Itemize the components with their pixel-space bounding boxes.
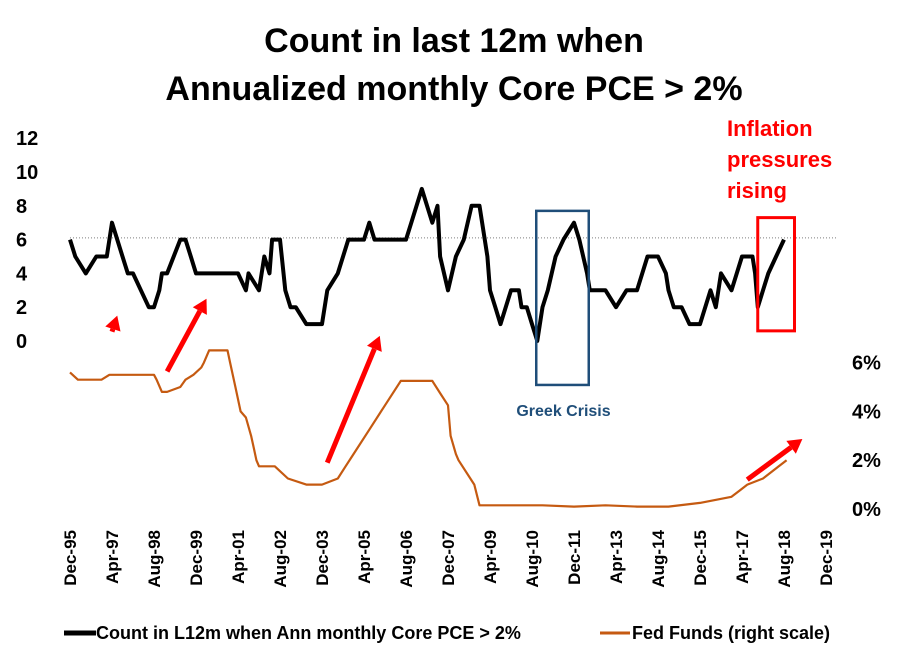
annotation-layer: Greek Crisis Inflation pressures rising	[105, 116, 832, 482]
inflation-box	[756, 216, 796, 333]
x-axis-tick: Apr-17	[733, 530, 752, 584]
x-axis-tick: Dec-15	[691, 530, 710, 586]
chart-title-line-1: Count in last 12m when	[264, 22, 644, 60]
left-axis-tick: 0	[16, 331, 27, 353]
x-axis-tick: Aug-14	[649, 529, 668, 587]
x-axis-tick: Aug-06	[397, 530, 416, 588]
red-arrow-head	[105, 315, 121, 332]
x-axis-tick: Aug-10	[523, 530, 542, 588]
x-axis-tick: Apr-13	[607, 530, 626, 584]
red-arrow-shaft	[745, 445, 793, 482]
left-axis-tick: 8	[16, 196, 27, 218]
right-axis-tick: 2%	[852, 450, 881, 472]
x-axis-tick: Dec-95	[61, 530, 80, 586]
red-arrow-head	[192, 298, 207, 315]
left-axis-tick: 2	[16, 297, 27, 319]
x-axis: Dec-95 Apr-97 Aug-98 Dec-99 Apr-01 Aug-02 Dec-…	[61, 529, 836, 587]
x-axis-tick: Dec-11	[565, 530, 584, 585]
inflation-label-line: pressures	[727, 147, 832, 172]
chart-title: Count in last 12m when Annualized monthl…	[165, 22, 742, 108]
inflation-label-line: rising	[727, 178, 787, 203]
x-axis-tick: Dec-07	[439, 530, 458, 586]
x-axis-tick: Aug-02	[271, 530, 290, 588]
red-arrow-head	[786, 439, 803, 454]
x-axis-tick: Apr-01	[229, 530, 248, 584]
right-axis-tick: 6%	[852, 353, 881, 375]
right-axis: 0% 2% 4% 6%	[852, 353, 881, 521]
red-arrow-shaft	[324, 347, 377, 464]
series-line-fedfunds	[69, 349, 788, 508]
legend-label-fedfunds: Fed Funds (right scale)	[632, 623, 830, 643]
x-axis-tick: Apr-05	[355, 530, 374, 584]
red-arrow-shaft	[164, 309, 203, 373]
legend-label-count: Count in L12m when Ann monthly Core PCE …	[96, 623, 521, 643]
x-axis-tick: Dec-99	[187, 530, 206, 586]
left-axis: 0 2 4 6 8 10 12	[16, 128, 38, 353]
x-axis-tick: Aug-98	[145, 530, 164, 588]
left-axis-tick: 4	[16, 263, 28, 285]
greek-crisis-label: Greek Crisis	[516, 403, 610, 420]
red-arrow-shaft	[109, 328, 116, 333]
right-axis-tick: 0%	[852, 499, 881, 521]
left-axis-tick: 10	[16, 162, 38, 184]
x-axis-tick: Dec-03	[313, 530, 332, 586]
chart-title-line-2: Annualized monthly Core PCE > 2%	[165, 70, 742, 108]
x-axis-tick: Dec-19	[817, 530, 836, 586]
red-arrow-head	[367, 335, 382, 352]
right-axis-tick: 4%	[852, 401, 881, 423]
left-axis-tick: 12	[16, 128, 38, 150]
x-axis-tick: Apr-09	[481, 530, 500, 584]
legend: Count in L12m when Ann monthly Core PCE …	[64, 623, 830, 643]
greek-crisis-box	[535, 209, 590, 387]
inflation-label-line: Inflation	[727, 116, 813, 141]
x-axis-tick: Apr-97	[103, 530, 122, 584]
series-line-count	[68, 186, 786, 343]
left-axis-tick: 6	[16, 230, 27, 252]
series-layer	[68, 186, 788, 508]
x-axis-tick: Aug-18	[775, 530, 794, 588]
